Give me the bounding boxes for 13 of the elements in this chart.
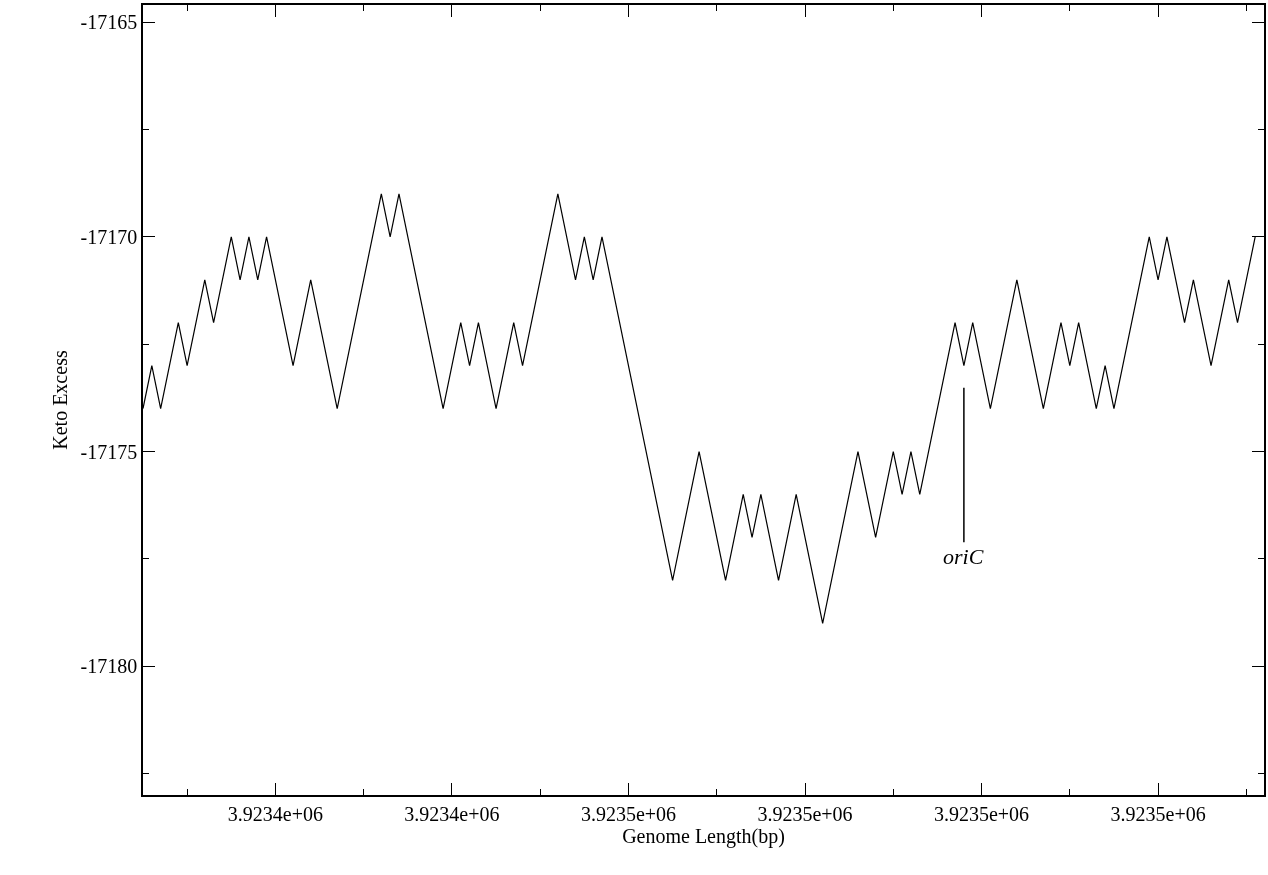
x-tick-label: 3.9235e+06 (1110, 802, 1206, 825)
x-tick-label: 3.9235e+06 (933, 802, 1030, 825)
y-tick-label: -17175 (80, 440, 138, 463)
y-axis-title: Keto Excess (48, 350, 71, 450)
y-tick-label: -17180 (80, 655, 138, 678)
y-tick-label: -17170 (80, 225, 138, 248)
y-tick-label: -17165 (80, 11, 138, 34)
x-axis-title: Genome Length(bp) (622, 824, 785, 848)
x-tick-label: 3.9235e+06 (757, 802, 853, 825)
x-tick-label: 3.9234e+06 (404, 802, 500, 825)
x-tick-label: 3.9234e+06 (227, 802, 323, 825)
x-tick-label: 3.9235e+06 (580, 802, 677, 825)
annotation: oriC (943, 544, 984, 569)
